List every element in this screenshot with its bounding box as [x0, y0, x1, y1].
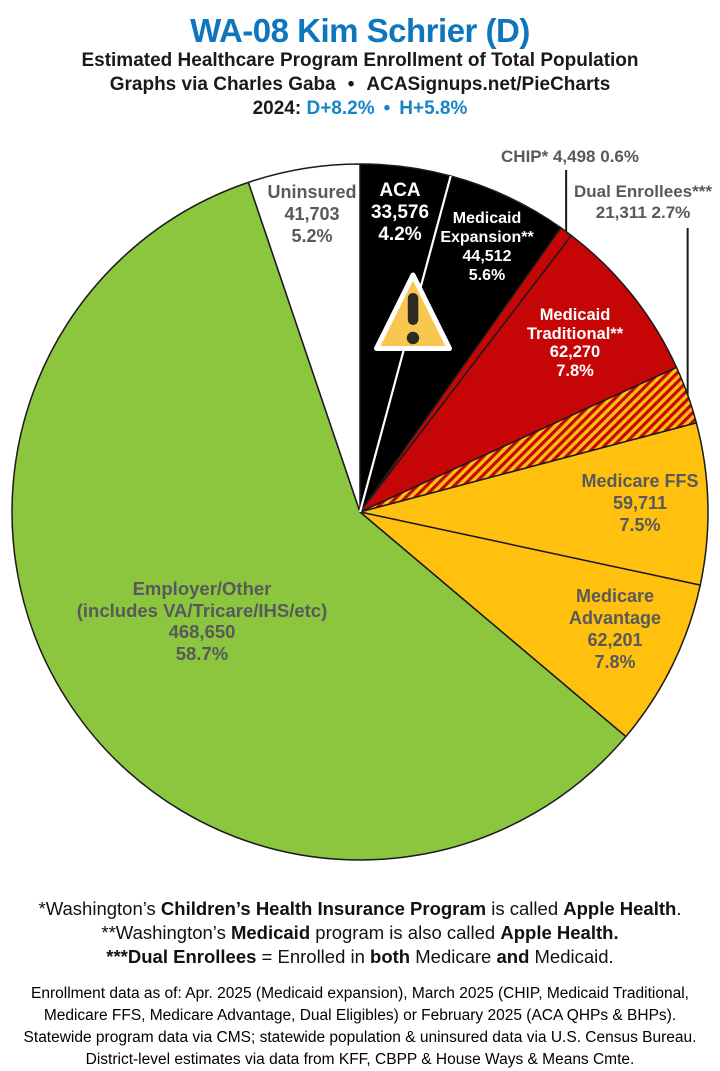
pie-slice-employer-other-includes-va-tricare-ihs-etc	[11, 181, 627, 861]
slice-label-line: 44,512	[462, 248, 512, 265]
slice-label-line: 468,650	[168, 621, 236, 642]
data-source-line: Enrollment data as of: Apr. 2025 (Medica…	[31, 985, 689, 1002]
footnote-text: program is also called	[310, 922, 501, 943]
partisan-lean-line: 2024: D+8.2% • H+5.8%	[0, 98, 720, 120]
credit-prefix: Graphs via Charles Gaba	[109, 74, 336, 95]
slice-label-line: Dual Enrollees***	[574, 182, 712, 201]
slice-label-line: Medicaid	[539, 306, 611, 324]
credit-separator-dot: •	[347, 74, 355, 95]
slice-label-line: 7.8%	[594, 652, 636, 672]
footnote-line: *Washington’s Children’s Health Insuranc…	[0, 897, 720, 921]
pie-slice-uninsured	[247, 163, 361, 513]
slice-label-line: 62,201	[587, 630, 643, 650]
slice-label-line: 4.2%	[378, 224, 422, 245]
slice-label-uninsured: Uninsured 41,703 5.2%	[237, 181, 387, 247]
footnote-text: **Washington’s	[101, 922, 231, 943]
credit-line: Graphs via Charles Gaba • ACASignups.net/P…	[0, 74, 720, 96]
slice-label-line: (includes VA/Tricare/IHS/etc)	[76, 599, 328, 621]
footnote-text: Medicaid.	[529, 946, 614, 967]
slice-label-aca: ACA 33,576 4.2%	[355, 180, 445, 246]
footnote-bold-text: Apple Health.	[500, 922, 619, 943]
footnote-line: **Washington’s Medicaid program is also …	[0, 921, 720, 945]
partisan-d-value: D+8.2%	[306, 98, 375, 119]
slice-label-line: Uninsured	[267, 182, 357, 202]
data-source-footer: Enrollment data as of: Apr. 2025 (Medica…	[0, 983, 720, 1071]
footnote-bold-text: Medicaid	[230, 922, 311, 943]
slice-label-employer-other: Employer/Other (includes VA/Tricare/IHS/…	[52, 578, 352, 664]
subtitle: Estimated Healthcare Program Enrollment …	[81, 50, 639, 71]
slice-label-line: 62,270	[549, 343, 601, 361]
partisan-year: 2024:	[252, 98, 302, 119]
slice-label-medicaid-expansion: Medicaid Expansion** 44,512 5.6%	[430, 209, 544, 285]
footnote-text: = Enrolled in	[256, 946, 371, 967]
footnote-bold-text: and	[496, 946, 530, 967]
slice-label-line: 21,311 2.7%	[595, 203, 691, 222]
slice-label-line: 7.5%	[619, 515, 661, 535]
slice-label-line: Medicare FFS	[581, 471, 699, 491]
slice-label-line: Medicare	[575, 586, 655, 606]
slice-label-medicare-ffs: Medicare FFS 59,711 7.5%	[560, 470, 720, 536]
slice-label-line: Traditional**	[526, 324, 624, 343]
partisan-separator-dot: •	[383, 98, 391, 119]
data-source-line: Medicare FFS, Medicare Advantage, Dual E…	[43, 1007, 677, 1024]
footnote-bold-text: Children’s Health Insurance Program	[160, 898, 487, 919]
slice-label-line: 59,711	[612, 493, 668, 513]
pie-slice-medicare-advantage	[359, 511, 701, 738]
footnotes: *Washington’s Children’s Health Insuranc…	[0, 897, 720, 969]
slice-label-line: ACA	[379, 180, 421, 201]
slice-label-medicaid-traditional: Medicaid Traditional** 62,270 7.8%	[505, 306, 645, 380]
slice-label-line: 7.8%	[556, 361, 594, 380]
warning-triangle-exclamation-icon	[374, 272, 452, 351]
data-source-line: Statewide program data via CMS; statewid…	[23, 1029, 697, 1046]
footnote-text: is called	[486, 898, 564, 919]
footnote-text: Medicare	[410, 946, 497, 967]
pie-slices-group	[11, 163, 709, 861]
slice-label-line: 33,576	[370, 202, 430, 223]
page-title: WA-08 Kim Schrier (D)	[190, 12, 530, 49]
footnote-bold-text: Apple Health	[563, 898, 677, 919]
data-source-line: District-level estimates via data from K…	[85, 1051, 635, 1068]
slice-label-line: Advantage	[568, 608, 662, 628]
pie-slice-medicare-ffs	[359, 422, 709, 586]
footnote-text: *Washington’s	[38, 898, 161, 919]
footnote-line: ***Dual Enrollees = Enrolled in both Med…	[0, 945, 720, 969]
slice-label-line: Medicaid	[452, 210, 522, 227]
footnote-text: .	[676, 898, 682, 919]
slice-label-dual-enrollees: Dual Enrollees*** 21,311 2.7%	[543, 181, 720, 223]
slice-label-line: 58.7%	[175, 642, 229, 664]
pie-slice-medicaid-traditional	[359, 234, 678, 513]
slice-label-line: Expansion**	[440, 229, 534, 246]
slice-label-chip: CHIP* 4,498 0.6%	[467, 146, 673, 167]
slice-label-line: 5.2%	[291, 226, 333, 246]
slice-label-line: CHIP* 4,498 0.6%	[501, 147, 639, 166]
slice-label-medicare-advantage: Medicare Advantage 62,201 7.8%	[535, 585, 695, 673]
slice-label-line: 5.6%	[468, 267, 506, 284]
footnote-bold-text: both	[370, 946, 411, 967]
slice-label-line: Employer/Other	[132, 578, 272, 599]
partisan-h-value: H+5.8%	[399, 98, 468, 119]
slice-label-line: 41,703	[284, 204, 340, 224]
footnote-bold-text: ***Dual Enrollees	[106, 946, 257, 967]
credit-site-link: ACASignups.net/PieCharts	[366, 74, 611, 95]
